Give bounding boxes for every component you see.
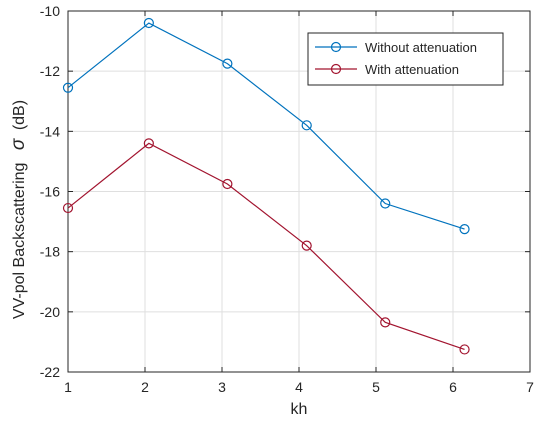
y-tick-label: -18 <box>40 244 60 260</box>
x-tick-label: 5 <box>372 379 380 395</box>
series-line <box>67 142 465 351</box>
legend-item: Without attenuation <box>315 40 477 55</box>
x-tick-label: 4 <box>295 379 303 395</box>
x-tick-label: 6 <box>449 379 457 395</box>
y-tick-label: -14 <box>40 123 60 139</box>
legend: Without attenuation With attenuation <box>307 32 504 86</box>
data-point <box>62 202 74 214</box>
data-point <box>380 317 391 328</box>
data-point <box>380 198 391 209</box>
y-axis-label-unit: (dB) <box>11 100 28 130</box>
legend-marker <box>330 41 342 53</box>
x-tick-label: 2 <box>141 379 149 395</box>
y-axis-label-symbol: σ <box>8 137 29 150</box>
data-point <box>62 82 74 93</box>
data-point <box>301 120 312 131</box>
x-tick-label: 1 <box>64 379 72 395</box>
data-point <box>222 178 233 190</box>
y-axis-label: VV-pol Backscattering σ (dB) <box>8 100 29 319</box>
legend-item: With attenuation <box>315 62 459 77</box>
data-point <box>459 344 470 355</box>
y-axis-label-prefix: VV-pol Backscattering <box>11 163 28 320</box>
legend-label: Without attenuation <box>365 40 477 55</box>
legend-label: With attenuation <box>365 62 459 77</box>
data-point <box>143 138 154 149</box>
legend-marker <box>330 63 342 75</box>
data-point <box>143 17 154 29</box>
series-without-attenuation <box>62 17 470 235</box>
data-point <box>459 224 470 235</box>
y-tick-label: -10 <box>40 3 60 19</box>
y-tick-label: -16 <box>40 184 60 200</box>
series-with-attenuation <box>62 138 470 355</box>
x-axis-label: kh <box>291 401 308 418</box>
data-point <box>222 58 233 69</box>
axis-ticks: 1 2 3 4 5 6 7 -22 -20 -18 -16 -14 -12 -10 <box>40 3 534 395</box>
x-tick-label: 7 <box>526 379 534 395</box>
y-tick-label: -12 <box>40 63 60 79</box>
x-tick-label: 3 <box>218 379 226 395</box>
data-point <box>301 240 312 251</box>
y-tick-label: -20 <box>40 304 60 320</box>
legend-box <box>307 32 504 86</box>
series-group <box>62 17 470 355</box>
y-tick-label: -22 <box>40 364 60 380</box>
series-line <box>67 22 465 230</box>
